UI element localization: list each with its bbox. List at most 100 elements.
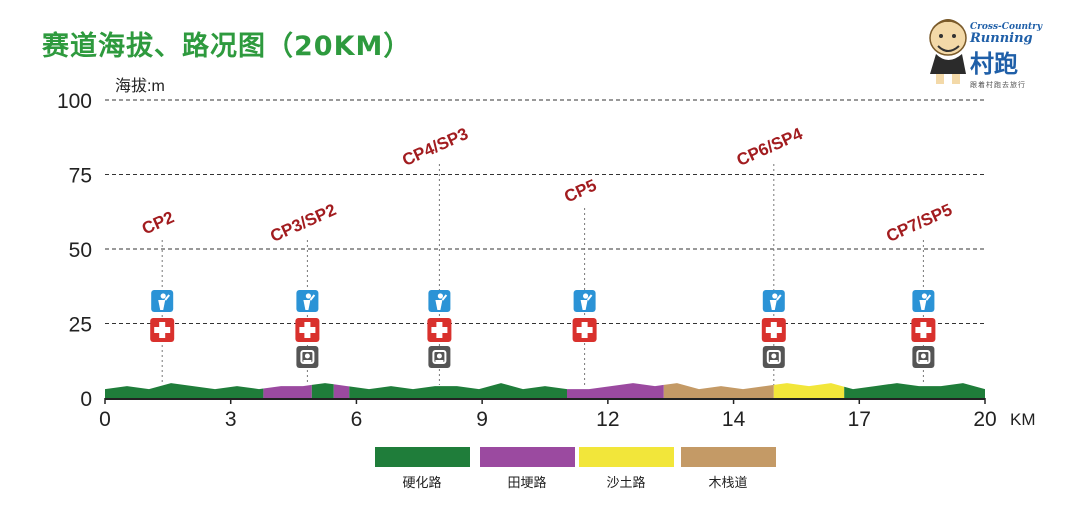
y-tick-label: 0 <box>80 388 92 411</box>
medical-icon-cross-h <box>299 327 316 333</box>
page-title: 赛道海拔、路况图（20KM） <box>42 31 412 62</box>
logo-sub: 跟着村跑去旅行 <box>970 81 1026 89</box>
logo-cn: 村跑 <box>970 50 1018 78</box>
drink-icon-head <box>305 293 311 299</box>
drink-icon-head <box>437 293 443 299</box>
legend-label: 田埂路 <box>507 475 546 490</box>
medical-station-icon <box>761 318 786 342</box>
drink-icon-body <box>158 300 166 310</box>
elevation-segment <box>105 383 264 398</box>
checkpoint-label-group: CP2 <box>139 208 177 239</box>
legend-swatch <box>480 447 575 467</box>
y-tick-label: 100 <box>57 90 92 113</box>
brand-logo: Cross-Country Running 村跑 跟着村跑去旅行 <box>922 8 1062 94</box>
drink-station-icon <box>151 290 174 312</box>
x-tick-label: 17 <box>848 408 871 431</box>
legend-label: 沙土路 <box>606 475 645 490</box>
checkpoint-label-group: CP6/SP4 <box>734 124 806 170</box>
signin-icon-dot <box>304 353 310 359</box>
drink-icon-bottle <box>441 294 448 301</box>
signin-station-icon <box>296 346 319 368</box>
signin-icon-frame <box>300 350 315 364</box>
elevation-segment <box>333 384 350 398</box>
mascot-icon <box>929 19 967 84</box>
x-tick-label: 0 <box>99 408 111 431</box>
drink-station-icon <box>296 290 319 312</box>
medical-station-icon <box>150 318 175 342</box>
elevation-segment <box>773 383 845 398</box>
drink-icon-head <box>583 293 589 299</box>
checkpoint-label-group: CP7/SP5 <box>883 200 955 246</box>
medical-icon-cross-h <box>431 327 448 333</box>
checkpoint-label: CP6/SP4 <box>734 124 806 170</box>
medical-icon-cross-h <box>576 327 593 333</box>
drink-icon-body <box>303 300 311 310</box>
signin-icon-frame <box>432 350 447 364</box>
drink-station-icon <box>762 290 785 312</box>
logo-line1: Cross-Country <box>970 22 1043 32</box>
signin-icon-frame <box>766 350 781 364</box>
signin-icon-bar <box>769 360 778 362</box>
elevation-segment <box>567 383 664 398</box>
signin-icon-dot <box>920 353 926 359</box>
drink-station-icon <box>912 290 935 312</box>
legend-swatch <box>681 447 776 467</box>
checkpoint-label-group: CP5 <box>561 176 599 207</box>
legend-swatch <box>375 447 470 467</box>
medical-station-icon <box>427 318 452 342</box>
signin-icon-frame <box>916 350 931 364</box>
medical-icon-cross-h <box>765 327 782 333</box>
checkpoint-label: CP7/SP5 <box>883 200 955 246</box>
drink-icon-bottle <box>309 294 316 301</box>
x-tick-label: 6 <box>351 408 363 431</box>
logo-text: Cross-Country Running 村跑 跟着村跑去旅行 <box>970 22 1062 90</box>
medical-icon-cross-h <box>915 327 932 333</box>
checkpoint-label: CP5 <box>561 176 599 207</box>
signin-icon-bar <box>435 360 444 362</box>
x-tick-label: 3 <box>225 408 237 431</box>
medical-station-icon <box>911 318 936 342</box>
legend-swatch <box>579 447 674 467</box>
signin-station-icon <box>762 346 785 368</box>
checkpoint-label: CP3/SP2 <box>267 200 339 246</box>
signin-icon-dot <box>436 353 442 359</box>
signin-icon-bar <box>919 360 928 362</box>
signin-icon-bar <box>303 360 312 362</box>
legend-label: 硬化路 <box>402 475 441 490</box>
medical-station-icon <box>572 318 597 342</box>
elevation-segment <box>263 384 312 398</box>
signin-icon-dot <box>771 353 777 359</box>
drink-icon-bottle <box>586 294 593 301</box>
drink-icon-body <box>435 300 443 310</box>
y-tick-label: 50 <box>69 239 92 262</box>
checkpoint-label-group: CP3/SP2 <box>267 200 339 246</box>
drink-icon-head <box>772 293 778 299</box>
x-tick-label: 14 <box>722 408 746 431</box>
drink-icon-bottle <box>925 294 932 301</box>
legend-label: 木栈道 <box>708 475 747 490</box>
logo-line2: Running <box>970 31 1033 46</box>
x-unit-label: KM <box>1010 410 1036 429</box>
signin-station-icon <box>912 346 935 368</box>
signin-station-icon <box>428 346 451 368</box>
x-tick-label: 9 <box>476 408 488 431</box>
drink-icon-bottle <box>776 294 782 301</box>
drink-icon-head <box>160 293 166 299</box>
checkpoint-label-group: CP4/SP3 <box>399 124 471 170</box>
y-tick-label: 25 <box>69 314 92 337</box>
medical-icon-cross-h <box>154 327 171 333</box>
elevation-segment <box>349 383 567 398</box>
drink-icon-bottle <box>164 294 170 301</box>
y-axis-label: 海拔:m <box>115 77 165 95</box>
drink-icon-body <box>580 300 588 310</box>
medical-station-icon <box>295 318 320 342</box>
drink-station-icon <box>573 290 596 312</box>
elevation-segment <box>311 383 334 398</box>
elevation-segment <box>844 383 985 398</box>
checkpoint-label: CP2 <box>139 208 177 239</box>
x-tick-label: 12 <box>596 408 619 431</box>
checkpoint-label: CP4/SP3 <box>399 124 471 170</box>
y-tick-label: 75 <box>69 165 92 188</box>
elevation-segment <box>663 383 774 398</box>
